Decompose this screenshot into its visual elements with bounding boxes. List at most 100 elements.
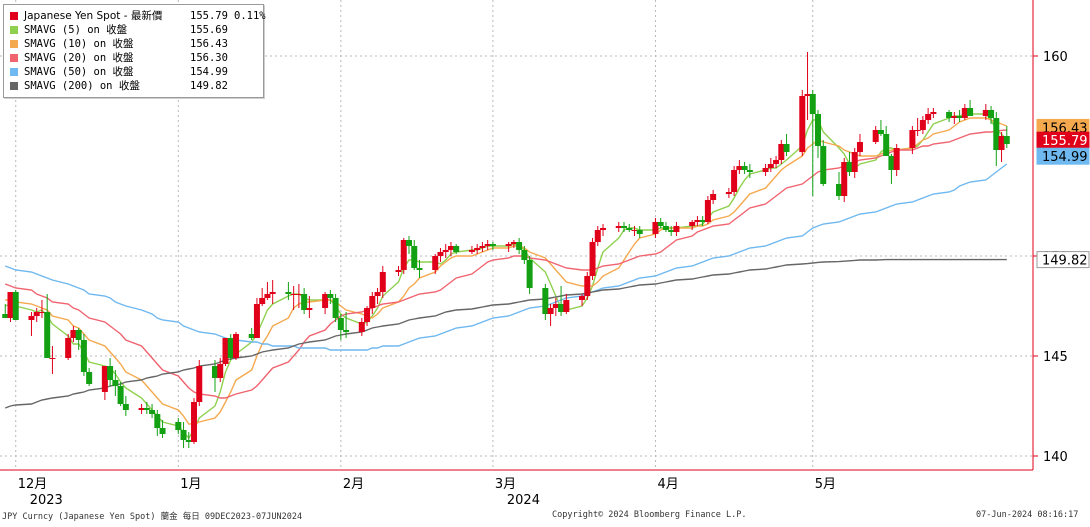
candle-body xyxy=(710,194,717,200)
candlestick xyxy=(521,246,528,264)
candle-body xyxy=(395,270,402,272)
moving-average-line xyxy=(5,117,1008,425)
axis-layer: 14014515016012月1月2月3月4月5月20232024 xyxy=(0,0,1068,508)
candle-body xyxy=(332,298,339,318)
candlestick xyxy=(468,246,475,254)
candle-body xyxy=(783,144,790,152)
legend-item-sma5[interactable]: SMAVG (5) on 收盤 155.69 xyxy=(8,23,262,37)
candle-body xyxy=(7,292,14,318)
legend-label: SMAVG (10) on 收盤 xyxy=(24,38,134,50)
candle-body xyxy=(526,260,533,288)
candlestick xyxy=(741,162,748,174)
candlestick xyxy=(799,90,806,156)
candle-body xyxy=(657,222,664,226)
candle-body xyxy=(180,430,187,440)
legend-label: SMAVG (20) on 收盤 xyxy=(24,52,134,64)
last-value-tag: 149.82 xyxy=(1036,251,1090,269)
candlestick xyxy=(222,338,229,366)
candlestick xyxy=(956,110,963,122)
last-value-tag-label: 149.82 xyxy=(1042,254,1088,269)
candlestick xyxy=(856,134,863,156)
candle-body xyxy=(374,292,381,296)
moving-average-layer xyxy=(4,113,1008,440)
candlestick xyxy=(7,292,14,322)
candle-body xyxy=(736,166,743,170)
candle-layer xyxy=(2,52,1010,448)
candlestick xyxy=(217,358,224,382)
candle-body xyxy=(888,156,895,170)
candlestick xyxy=(689,220,696,230)
candle-body xyxy=(406,240,413,246)
candle-body xyxy=(1003,136,1010,144)
legend-swatch xyxy=(10,68,18,76)
candle-body xyxy=(149,410,156,414)
candle-body xyxy=(589,242,596,276)
candle-body xyxy=(358,322,365,332)
candlestick xyxy=(552,298,559,316)
legend-swatch xyxy=(10,40,18,48)
legend-value: 156.30 xyxy=(190,52,228,64)
candlestick xyxy=(731,166,738,196)
last-value-tag-box xyxy=(1036,147,1090,165)
candlestick xyxy=(851,148,858,178)
candle-body xyxy=(626,228,633,230)
candle-body xyxy=(191,402,198,442)
candle-body xyxy=(967,108,974,116)
candle-body xyxy=(809,94,816,114)
legend-item-sma200[interactable]: SMAVG (200) on 收盤 149.82 xyxy=(8,79,262,93)
candlestick xyxy=(883,126,890,156)
candlestick xyxy=(295,284,302,308)
candle-body xyxy=(741,166,748,170)
candlestick xyxy=(28,312,35,336)
candle-body xyxy=(883,134,890,156)
candle-body xyxy=(804,94,811,96)
candlestick xyxy=(626,224,633,232)
moving-average-line xyxy=(4,163,1008,351)
candlestick xyxy=(211,360,218,392)
candlestick xyxy=(505,242,512,252)
legend-item-sma20[interactable]: SMAVG (20) on 收盤 156.30 xyxy=(8,51,262,65)
candlestick xyxy=(988,106,995,124)
candlestick xyxy=(699,216,706,226)
candlestick xyxy=(783,134,790,156)
candle-body xyxy=(259,298,266,304)
candle-body xyxy=(516,242,523,250)
candle-body xyxy=(510,242,517,244)
x-tick-label: 3月 xyxy=(495,477,516,492)
candlestick xyxy=(893,144,900,176)
candlestick xyxy=(1003,126,1010,148)
candle-body xyxy=(138,408,145,410)
candle-body xyxy=(232,334,239,358)
candle-body xyxy=(914,130,921,131)
candlestick xyxy=(815,110,822,158)
candlestick xyxy=(411,240,418,270)
candlestick xyxy=(290,286,297,310)
candle-body xyxy=(411,246,418,268)
candlestick xyxy=(175,418,182,434)
x-year-label: 2024 xyxy=(507,493,540,508)
candlestick xyxy=(652,218,659,238)
candle-body xyxy=(846,162,853,172)
candlestick xyxy=(259,288,266,306)
candle-body xyxy=(841,162,848,196)
candlestick xyxy=(447,242,454,256)
candle-body xyxy=(731,170,738,192)
candle-body xyxy=(961,108,968,118)
candlestick xyxy=(379,266,386,298)
candle-body xyxy=(33,312,40,316)
legend-item-sma10[interactable]: SMAVG (10) on 收盤 156.43 xyxy=(8,37,262,51)
candlestick xyxy=(877,120,884,136)
legend-value: 155.69 xyxy=(190,24,228,36)
legend: Japanese Yen Spot - 最新價 155.79 0.11% SMA… xyxy=(3,4,266,98)
legend-item-sma50[interactable]: SMAVG (50) on 收盤 154.99 xyxy=(8,65,262,79)
candle-body xyxy=(327,294,334,298)
candle-body xyxy=(80,340,87,372)
legend-item-yen-spot[interactable]: Japanese Yen Spot - 最新價 155.79 0.11% xyxy=(8,9,266,23)
candle-body xyxy=(636,230,643,234)
candlestick xyxy=(694,216,701,226)
candle-body xyxy=(154,414,161,428)
last-value-tag-label: 154.99 xyxy=(1042,150,1088,165)
candle-body xyxy=(993,118,1000,150)
legend-value: 156.43 xyxy=(190,38,228,50)
candle-body xyxy=(28,316,35,320)
